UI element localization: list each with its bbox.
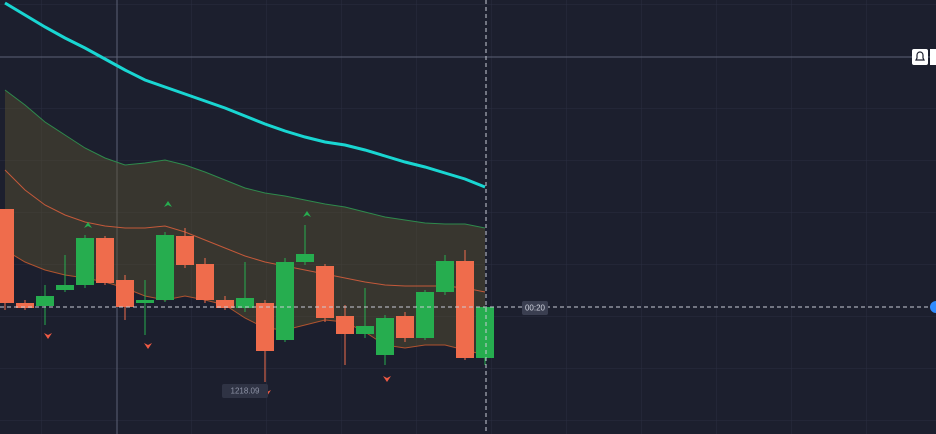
down-arrow <box>44 333 52 339</box>
bell-icon <box>915 51 925 61</box>
indicator-line <box>4 169 486 293</box>
candle-body <box>296 254 314 262</box>
low-label: 1218.09 <box>231 387 260 396</box>
candle-body <box>196 264 214 300</box>
plot <box>0 1 936 382</box>
up-arrow <box>303 211 311 217</box>
candle-body <box>136 300 154 303</box>
candle-body <box>336 316 354 334</box>
alert-button[interactable] <box>912 49 928 65</box>
candle-body <box>16 303 34 308</box>
candle-body <box>256 303 274 351</box>
candle-body <box>36 296 54 306</box>
edge-button[interactable] <box>930 49 936 65</box>
indicator-line <box>4 89 486 229</box>
low-label-box <box>222 384 268 398</box>
buy-signals <box>84 201 311 228</box>
candle-body <box>56 285 74 290</box>
candle-body <box>0 209 14 303</box>
candle-body <box>76 238 94 285</box>
timer-box <box>522 301 548 315</box>
candle-body <box>416 292 434 338</box>
candle-body <box>116 280 134 307</box>
candle-body <box>96 238 114 283</box>
timer-label: 00:20 <box>525 304 546 313</box>
down-arrow <box>144 343 152 349</box>
candle-body <box>156 235 174 300</box>
candle-body <box>436 261 454 292</box>
candle-body <box>376 318 394 355</box>
candle-body <box>356 326 374 334</box>
up-arrow <box>84 222 92 228</box>
candle-body <box>316 266 334 318</box>
indicator-line <box>4 1 486 189</box>
candle-body <box>456 261 474 358</box>
candle-body <box>236 298 254 308</box>
up-arrow <box>164 201 172 207</box>
candle-body <box>176 236 194 265</box>
candle-body <box>276 262 294 340</box>
candle-body <box>216 300 234 308</box>
candle-body <box>396 316 414 338</box>
price-dot <box>930 301 936 313</box>
candle-body <box>476 307 494 358</box>
down-arrow <box>383 376 391 382</box>
